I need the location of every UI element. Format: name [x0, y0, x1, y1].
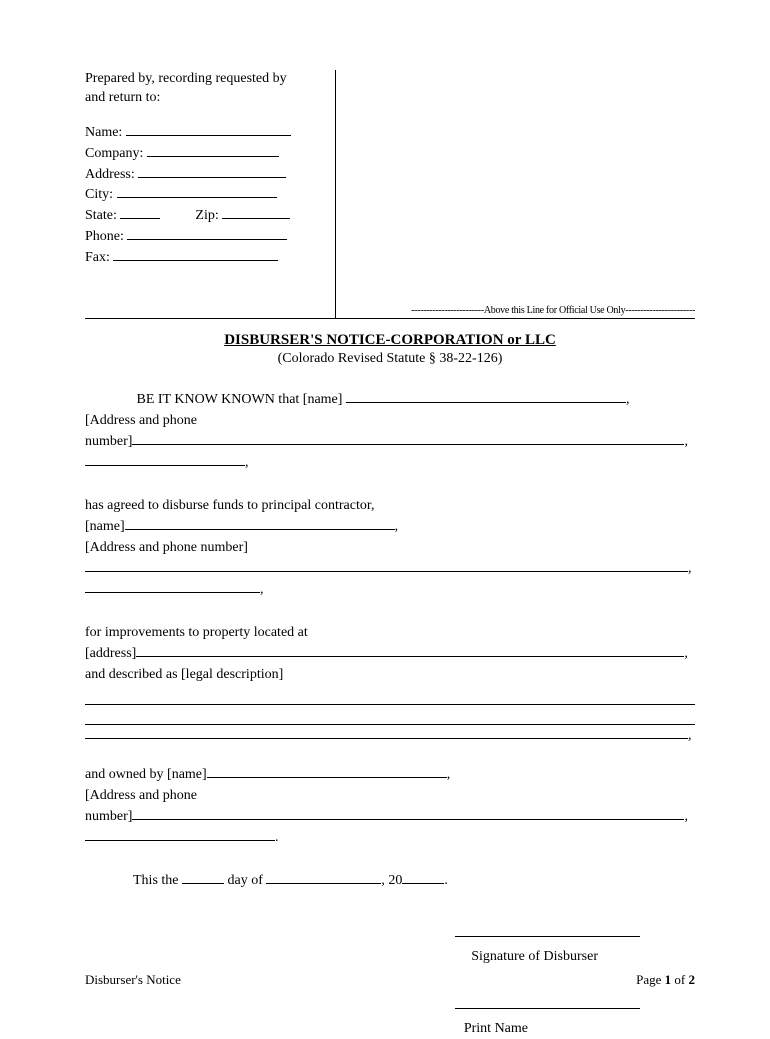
footer-left: Disburser's Notice: [85, 972, 181, 987]
legal-desc-line-3: ,: [85, 725, 695, 746]
fax-field-row: Fax:: [85, 249, 315, 268]
fax-label: Fax:: [85, 250, 110, 265]
owner-name-line: and owned by [name],: [85, 764, 695, 785]
vertical-divider: [335, 70, 336, 318]
number-line: number],: [85, 431, 695, 452]
contractor-addr-label: [Address and phone number]: [85, 537, 695, 558]
print-name-label: Print Name: [85, 1018, 640, 1039]
address-label: Address:: [85, 167, 135, 182]
company-input[interactable]: [147, 156, 279, 157]
zip-input[interactable]: [222, 218, 290, 219]
document-page: Prepared by, recording requested by and …: [0, 0, 770, 1024]
contractor-addr-line: ,: [85, 558, 695, 579]
phone-label: Phone:: [85, 229, 124, 244]
cont-line-1: ,: [85, 452, 695, 473]
property-addr-line: [address],: [85, 643, 695, 664]
year-input[interactable]: [402, 883, 444, 884]
page-total: 2: [689, 972, 696, 987]
state-input[interactable]: [120, 218, 160, 219]
horizontal-divider: [85, 318, 695, 319]
phone-input[interactable]: [127, 239, 287, 240]
legal-desc-line-2[interactable]: [85, 711, 695, 725]
prepared-by-line1: Prepared by, recording requested by: [85, 70, 315, 89]
prepared-by-line2: and return to:: [85, 89, 315, 108]
legal-desc-line-1[interactable]: [85, 691, 695, 705]
body-content: BE IT KNOW KNOWN that [name] , [Address …: [85, 389, 695, 1039]
header-block: Prepared by, recording requested by and …: [85, 70, 695, 330]
company-field-row: Company:: [85, 145, 315, 164]
month-input[interactable]: [266, 883, 381, 884]
disburser-addr-input[interactable]: [132, 444, 684, 445]
contractor-name-line: [name],: [85, 516, 695, 537]
document-title: DISBURSER'S NOTICE-CORPORATION or LLC: [85, 332, 695, 349]
name-label: Name:: [85, 125, 122, 140]
zip-label: Zip:: [195, 208, 218, 223]
addr-phone-line: [Address and phone: [85, 410, 695, 431]
owner-number-line: number],: [85, 806, 695, 827]
contractor-addr-input[interactable]: [85, 571, 688, 572]
disburse-text: has agreed to disburse funds to principa…: [85, 495, 695, 516]
fax-input[interactable]: [113, 260, 278, 261]
address-input[interactable]: [138, 177, 286, 178]
contractor-name-input[interactable]: [125, 529, 395, 530]
property-addr-input[interactable]: [136, 656, 684, 657]
contractor-addr-cont-input[interactable]: [85, 592, 260, 593]
document-subtitle: (Colorado Revised Statute § 38-22-126): [85, 351, 695, 367]
improvements-text: for improvements to property located at: [85, 622, 695, 643]
footer-right: Page 1 of 2: [636, 972, 695, 988]
name-input[interactable]: [126, 135, 291, 136]
address-field-row: Address:: [85, 166, 315, 185]
phone-field-row: Phone:: [85, 228, 315, 247]
page-footer: Disburser's Notice Page 1 of 2: [85, 972, 695, 988]
property-para: for improvements to property located at …: [85, 622, 695, 746]
company-label: Company:: [85, 146, 143, 161]
prepared-by-section: Prepared by, recording requested by and …: [85, 70, 315, 268]
owner-para: and owned by [name], [Address and phone …: [85, 764, 695, 848]
city-input[interactable]: [117, 197, 277, 198]
disburser-name-input[interactable]: [346, 402, 626, 403]
contractor-para: has agreed to disburse funds to principa…: [85, 495, 695, 600]
state-zip-row: State: Zip:: [85, 207, 315, 226]
state-label: State:: [85, 208, 117, 223]
city-label: City:: [85, 187, 113, 202]
signature-label: Signature of Disburser: [85, 946, 640, 967]
owner-addr-cont-input[interactable]: [85, 840, 275, 841]
official-use-text: ------------------------Above this Line …: [411, 305, 695, 316]
legal-desc-label: and described as [legal description]: [85, 664, 695, 685]
opening-paragraph: BE IT KNOW KNOWN that [name] ,: [85, 389, 695, 410]
signature-line[interactable]: [455, 936, 640, 937]
disburser-addr-cont-input[interactable]: [85, 465, 245, 466]
owner-name-input[interactable]: [207, 777, 447, 778]
owner-addr-label-1: [Address and phone: [85, 785, 695, 806]
legal-desc-line-3-input[interactable]: [85, 738, 688, 739]
owner-addr-cont: .: [85, 827, 695, 848]
day-input[interactable]: [182, 883, 224, 884]
city-field-row: City:: [85, 186, 315, 205]
contractor-addr-cont: ,: [85, 579, 695, 600]
print-name-line[interactable]: [455, 1008, 640, 1009]
name-field-row: Name:: [85, 124, 315, 143]
date-line: This the day of , 20.: [85, 870, 695, 891]
opening-text: BE IT KNOW KNOWN that [name]: [137, 392, 343, 407]
owner-addr-input[interactable]: [132, 819, 684, 820]
